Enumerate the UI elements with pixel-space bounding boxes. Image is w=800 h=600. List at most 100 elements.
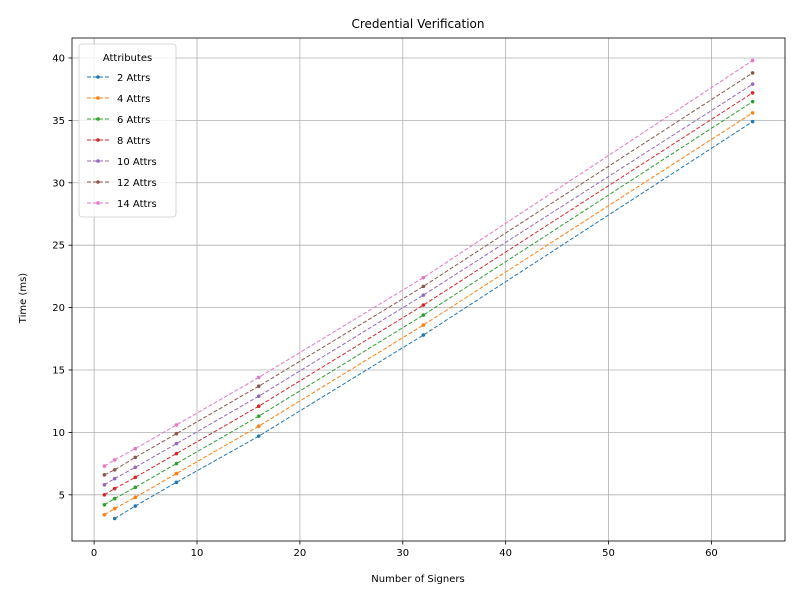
data-point <box>256 384 261 389</box>
y-tick-label: 30 <box>52 178 65 189</box>
legend-item: 10 Attrs <box>87 157 157 168</box>
y-tick-label: 5 <box>59 490 65 501</box>
data-point <box>421 275 426 280</box>
data-point <box>421 323 426 327</box>
y-tick-label: 10 <box>52 428 65 439</box>
legend-label: 10 Attrs <box>117 157 157 168</box>
data-point <box>750 82 755 86</box>
data-point <box>174 431 179 436</box>
legend: Attributes 2 Attrs 4 Attrs 6 Attrs 8 Attrs 10… <box>78 43 177 218</box>
legend-label: 2 Attrs <box>117 73 150 84</box>
data-point <box>133 465 138 470</box>
x-tick-label: 30 <box>396 548 409 559</box>
data-point <box>133 485 138 490</box>
data-point <box>256 414 261 418</box>
x-tick-label: 10 <box>191 548 204 559</box>
data-point <box>174 461 179 466</box>
plot-frame <box>71 37 786 542</box>
y-tick-label: 20 <box>52 303 65 314</box>
y-axis-label: Time (ms) <box>18 273 29 325</box>
legend-title: Attributes <box>103 53 152 64</box>
data-point <box>174 441 179 446</box>
data-point <box>174 451 179 456</box>
legend-item: 6 Attrs <box>87 115 150 126</box>
legend-label: 8 Attrs <box>117 136 150 147</box>
y-tick-label: 35 <box>52 116 65 127</box>
data-point <box>112 486 117 491</box>
legend-label: 14 Attrs <box>117 199 157 210</box>
series-layer <box>102 58 755 521</box>
data-point <box>112 516 117 521</box>
series-10-attrs <box>102 82 755 487</box>
grid <box>72 38 785 541</box>
y-tick-label: 40 <box>52 53 65 64</box>
series-8-attrs <box>102 91 755 497</box>
legend-marker <box>96 138 100 142</box>
data-point <box>174 471 179 476</box>
series-line <box>104 60 753 467</box>
data-point <box>112 496 117 501</box>
chart-title: Credential Verification <box>351 17 484 31</box>
legend-label: 12 Attrs <box>117 178 157 189</box>
legend-item: 12 Attrs <box>87 178 157 189</box>
data-point <box>750 119 755 124</box>
legend-label: 4 Attrs <box>117 94 150 105</box>
series-line <box>104 83 753 486</box>
y-tick-label: 15 <box>52 366 65 377</box>
data-point <box>102 473 107 477</box>
data-point <box>133 446 138 451</box>
data-point <box>174 480 179 485</box>
y-axis-ticks: 5 10 15 20 25 30 35 40 <box>52 53 72 501</box>
data-point <box>112 468 117 472</box>
data-point <box>421 284 426 289</box>
legend-marker <box>96 201 100 205</box>
data-point <box>102 464 107 468</box>
legend-marker <box>96 75 100 79</box>
data-point <box>112 458 117 462</box>
data-point <box>256 424 261 428</box>
series-14-attrs <box>102 58 755 468</box>
legend-item: 2 Attrs <box>87 73 150 84</box>
legend-marker <box>96 96 100 100</box>
series-line <box>104 72 753 476</box>
legend-label: 6 Attrs <box>117 115 150 126</box>
series-4-attrs <box>102 111 755 517</box>
legend-marker <box>96 180 100 184</box>
data-point <box>256 375 261 380</box>
data-point <box>256 404 261 409</box>
x-axis-label: Number of Signers <box>371 574 464 585</box>
legend-item: 8 Attrs <box>87 136 150 147</box>
data-point <box>102 483 107 487</box>
data-point <box>750 111 755 115</box>
data-point <box>102 503 107 507</box>
data-point <box>421 303 426 307</box>
series-2-attrs <box>112 119 755 521</box>
data-point <box>133 455 138 460</box>
series-line <box>104 92 753 496</box>
x-tick-label: 50 <box>602 548 615 559</box>
data-point <box>256 394 261 399</box>
data-point <box>112 506 117 511</box>
data-point <box>102 512 107 517</box>
series-12-attrs <box>102 71 755 477</box>
data-point <box>112 476 117 481</box>
data-point <box>421 293 426 297</box>
data-point <box>256 434 261 438</box>
data-point <box>133 475 138 480</box>
x-tick-label: 60 <box>705 548 718 559</box>
y-tick-label: 25 <box>52 241 65 252</box>
series-line <box>104 112 753 516</box>
data-point <box>750 91 755 95</box>
data-point <box>750 58 755 63</box>
series-line <box>114 121 753 519</box>
legend-box <box>78 43 177 218</box>
data-point <box>421 313 426 317</box>
legend-marker <box>96 117 100 121</box>
data-point <box>102 493 107 497</box>
series-line <box>104 101 753 506</box>
data-point <box>174 423 179 427</box>
legend-item: 4 Attrs <box>87 94 150 105</box>
legend-marker <box>96 159 100 163</box>
legend-item: 14 Attrs <box>87 199 157 210</box>
